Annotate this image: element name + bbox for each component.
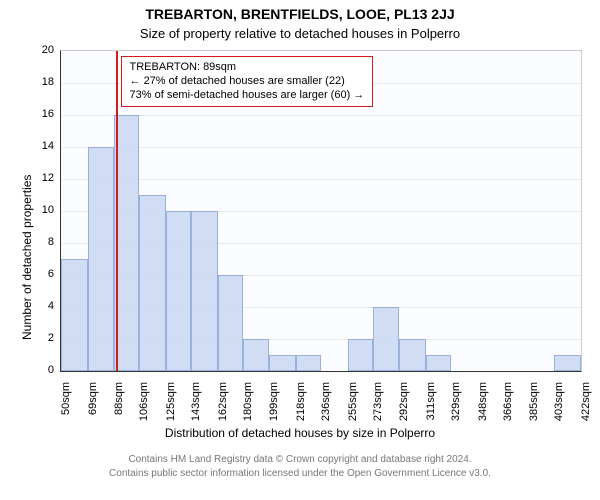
histogram-bar (243, 339, 270, 371)
y-tick-label: 6 (30, 268, 54, 280)
marker-info-line: TREBARTON: 89sqm (130, 61, 365, 75)
y-axis-title: Number of detached properties (20, 175, 34, 340)
histogram-bar (554, 355, 581, 371)
x-tick-label: 106sqm (138, 382, 150, 432)
marker-info-line: ← 27% of detached houses are smaller (22… (130, 75, 365, 89)
y-tick-label: 16 (30, 108, 54, 120)
y-tick-label: 4 (30, 300, 54, 312)
x-tick-label: 50sqm (60, 382, 72, 432)
x-tick-label: 88sqm (113, 382, 125, 432)
chart-title: TREBARTON, BRENTFIELDS, LOOE, PL13 2JJ (0, 6, 600, 22)
histogram-bar (88, 147, 115, 371)
x-tick-label: 255sqm (347, 382, 359, 432)
histogram-bar (166, 211, 191, 371)
x-tick-label: 311sqm (425, 382, 437, 432)
x-tick-label: 366sqm (502, 382, 514, 432)
x-tick-label: 143sqm (190, 382, 202, 432)
y-tick-label: 10 (30, 204, 54, 216)
x-tick-label: 218sqm (295, 382, 307, 432)
histogram-bar (191, 211, 218, 371)
x-tick-label: 385sqm (528, 382, 540, 432)
histogram-bar (296, 355, 321, 371)
y-tick-label: 12 (30, 172, 54, 184)
histogram-bar (348, 339, 373, 371)
x-tick-label: 273sqm (372, 382, 384, 432)
x-tick-label: 162sqm (217, 382, 229, 432)
x-tick-label: 348sqm (477, 382, 489, 432)
x-tick-label: 180sqm (242, 382, 254, 432)
y-tick-label: 20 (30, 44, 54, 56)
x-tick-label: 236sqm (320, 382, 332, 432)
marker-info-box: TREBARTON: 89sqm← 27% of detached houses… (121, 56, 374, 107)
y-tick-label: 2 (30, 332, 54, 344)
histogram-bar (114, 115, 139, 371)
footer-line-2: Contains public sector information licen… (0, 468, 600, 479)
histogram-bar (218, 275, 243, 371)
x-tick-label: 125sqm (165, 382, 177, 432)
x-tick-label: 199sqm (268, 382, 280, 432)
marker-line (116, 51, 118, 371)
histogram-bar (139, 195, 166, 371)
x-tick-label: 403sqm (553, 382, 565, 432)
x-tick-label: 69sqm (87, 382, 99, 432)
y-tick-label: 8 (30, 236, 54, 248)
x-tick-label: 292sqm (398, 382, 410, 432)
x-tick-label: 329sqm (450, 382, 462, 432)
marker-info-line: 73% of semi-detached houses are larger (… (130, 89, 365, 103)
histogram-bar (373, 307, 400, 371)
y-tick-label: 0 (30, 364, 54, 376)
x-tick-label: 422sqm (580, 382, 592, 432)
histogram-bar (399, 339, 426, 371)
footer-line-1: Contains HM Land Registry data © Crown c… (0, 454, 600, 465)
y-tick-label: 18 (30, 76, 54, 88)
chart-subtitle: Size of property relative to detached ho… (0, 26, 600, 41)
histogram-bar (61, 259, 88, 371)
histogram-bar (269, 355, 296, 371)
histogram-bar (426, 355, 451, 371)
y-tick-label: 14 (30, 140, 54, 152)
